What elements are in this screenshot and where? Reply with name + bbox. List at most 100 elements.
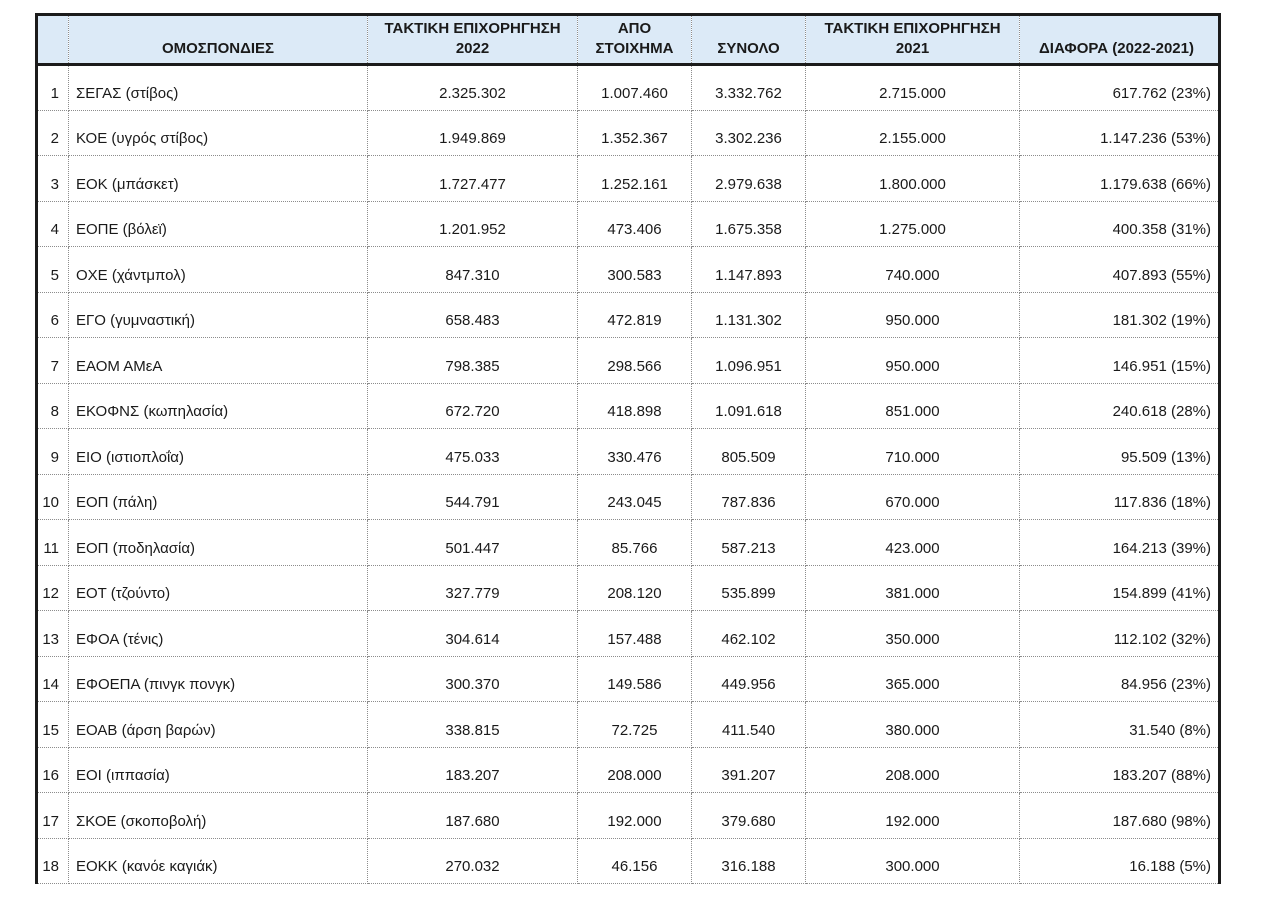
cell-difference: 112.102 (32%): [1019, 610, 1220, 657]
cell-betting: 208.120: [577, 564, 692, 611]
cell-row-number: 6: [36, 291, 69, 338]
cell-betting: 72.725: [577, 701, 692, 748]
cell-total: 316.188: [691, 837, 806, 884]
cell-betting: 1.352.367: [577, 109, 692, 156]
cell-grant-2021: 350.000: [805, 610, 1020, 657]
cell-federation: ΕΟΠ (πάλη): [68, 473, 368, 520]
cell-grant-2021: 1.800.000: [805, 155, 1020, 202]
cell-grant-2022: 304.614: [367, 610, 578, 657]
cell-difference: 181.302 (19%): [1019, 291, 1220, 338]
table-row: 13 ΕΦΟΑ (τένις) 304.614 157.488 462.102 350.0…: [36, 610, 1220, 657]
cell-row-number: 7: [36, 337, 69, 384]
cell-row-number: 9: [36, 428, 69, 475]
cell-total: 587.213: [691, 519, 806, 566]
cell-difference: 617.762 (23%): [1019, 64, 1220, 111]
cell-row-number: 2: [36, 109, 69, 156]
cell-row-number: 13: [36, 610, 69, 657]
cell-total: 2.979.638: [691, 155, 806, 202]
table-row: 6 ΕΓΟ (γυμναστική) 658.483 472.819 1.131.302…: [36, 291, 1220, 338]
cell-total: 449.956: [691, 655, 806, 702]
column-header-federations: ΟΜΟΣΠΟΝΔΙΕΣ: [68, 14, 368, 66]
cell-difference: 146.951 (15%): [1019, 337, 1220, 384]
cell-betting: 298.566: [577, 337, 692, 384]
cell-federation: ΕΟΚ (μπάσκετ): [68, 155, 368, 202]
cell-total: 3.302.236: [691, 109, 806, 156]
table-header: ΟΜΟΣΠΟΝΔΙΕΣ ΤΑΚΤΙΚΗ ΕΠΙΧΟΡΗΓΗΣΗ 2022 ΑΠΟ…: [36, 14, 1220, 66]
cell-difference: 183.207 (88%): [1019, 746, 1220, 793]
column-header-difference: ΔΙΑΦΟΡΑ (2022-2021): [1019, 14, 1220, 66]
cell-row-number: 17: [36, 792, 69, 839]
cell-total: 3.332.762: [691, 64, 806, 111]
cell-total: 1.131.302: [691, 291, 806, 338]
cell-total: 1.147.893: [691, 246, 806, 293]
table-row: 5 ΟΧΕ (χάντμπολ) 847.310 300.583 1.147.893 74…: [36, 246, 1220, 293]
table-row: 12 ΕΟΤ (τζούντο) 327.779 208.120 535.899 381.…: [36, 564, 1220, 611]
cell-difference: 84.956 (23%): [1019, 655, 1220, 702]
cell-grant-2021: 2.715.000: [805, 64, 1020, 111]
table-row: 9 ΕΙΟ (ιστιοπλοΐα) 475.033 330.476 805.509 71…: [36, 428, 1220, 475]
table-row: 3 ΕΟΚ (μπάσκετ) 1.727.477 1.252.161 2.979.63…: [36, 155, 1220, 202]
cell-difference: 1.147.236 (53%): [1019, 109, 1220, 156]
cell-betting: 149.586: [577, 655, 692, 702]
cell-grant-2022: 270.032: [367, 837, 578, 884]
cell-federation: ΕΙΟ (ιστιοπλοΐα): [68, 428, 368, 475]
cell-grant-2021: 851.000: [805, 382, 1020, 429]
cell-grant-2021: 950.000: [805, 291, 1020, 338]
cell-total: 805.509: [691, 428, 806, 475]
cell-federation: ΕΟΠΕ (βόλεϊ): [68, 200, 368, 247]
cell-grant-2021: 2.155.000: [805, 109, 1020, 156]
cell-total: 1.675.358: [691, 200, 806, 247]
cell-grant-2022: 672.720: [367, 382, 578, 429]
cell-difference: 16.188 (5%): [1019, 837, 1220, 884]
table-row: 4 ΕΟΠΕ (βόλεϊ) 1.201.952 473.406 1.675.358 1.…: [36, 200, 1220, 247]
cell-grant-2021: 381.000: [805, 564, 1020, 611]
cell-total: 462.102: [691, 610, 806, 657]
table-row: 14 ΕΦΟΕΠΑ (πινγκ πονγκ) 300.370 149.586 449.…: [36, 655, 1220, 702]
cell-grant-2022: 658.483: [367, 291, 578, 338]
cell-total: 411.540: [691, 701, 806, 748]
cell-grant-2022: 300.370: [367, 655, 578, 702]
cell-federation: ΚΟΕ (υγρός στίβος): [68, 109, 368, 156]
cell-total: 1.096.951: [691, 337, 806, 384]
table-row: 15 ΕΟΑΒ (άρση βαρών) 338.815 72.725 411.540 3…: [36, 701, 1220, 748]
cell-grant-2021: 423.000: [805, 519, 1020, 566]
cell-grant-2022: 475.033: [367, 428, 578, 475]
cell-grant-2022: 847.310: [367, 246, 578, 293]
cell-row-number: 14: [36, 655, 69, 702]
cell-grant-2021: 208.000: [805, 746, 1020, 793]
table-row: 7 ΕΑΟΜ ΑΜεΑ 798.385 298.566 1.096.951 950.000…: [36, 337, 1220, 384]
column-header-grant-2022: ΤΑΚΤΙΚΗ ΕΠΙΧΟΡΗΓΗΣΗ 2022: [367, 14, 578, 66]
cell-difference: 31.540 (8%): [1019, 701, 1220, 748]
cell-difference: 240.618 (28%): [1019, 382, 1220, 429]
cell-betting: 192.000: [577, 792, 692, 839]
cell-federation: ΕΟΙ (ιππασία): [68, 746, 368, 793]
cell-betting: 473.406: [577, 200, 692, 247]
cell-difference: 164.213 (39%): [1019, 519, 1220, 566]
cell-row-number: 16: [36, 746, 69, 793]
cell-grant-2021: 365.000: [805, 655, 1020, 702]
cell-betting: 208.000: [577, 746, 692, 793]
table-body: 1 ΣΕΓΑΣ (στίβος) 2.325.302 1.007.460 3.332.7…: [36, 64, 1220, 884]
cell-grant-2021: 380.000: [805, 701, 1020, 748]
cell-betting: 300.583: [577, 246, 692, 293]
cell-grant-2022: 338.815: [367, 701, 578, 748]
cell-grant-2022: 501.447: [367, 519, 578, 566]
table-row: 10 ΕΟΠ (πάλη) 544.791 243.045 787.836 670.000…: [36, 473, 1220, 520]
cell-total: 379.680: [691, 792, 806, 839]
cell-row-number: 15: [36, 701, 69, 748]
table-row: 16 ΕΟΙ (ιππασία) 183.207 208.000 391.207 208.…: [36, 746, 1220, 793]
cell-betting: 157.488: [577, 610, 692, 657]
table-row: 8 ΕΚΟΦΝΣ (κωπηλασία) 672.720 418.898 1.091.6…: [36, 382, 1220, 429]
cell-row-number: 1: [36, 64, 69, 111]
cell-grant-2021: 740.000: [805, 246, 1020, 293]
cell-row-number: 5: [36, 246, 69, 293]
cell-grant-2021: 192.000: [805, 792, 1020, 839]
cell-federation: ΕΦΟΑ (τένις): [68, 610, 368, 657]
cell-grant-2022: 1.727.477: [367, 155, 578, 202]
cell-difference: 117.836 (18%): [1019, 473, 1220, 520]
column-header-betting: ΑΠΟ ΣΤΟΙΧΗΜΑ: [577, 14, 692, 66]
cell-total: 787.836: [691, 473, 806, 520]
cell-row-number: 12: [36, 564, 69, 611]
cell-federation: ΕΟΚΚ (κανόε καγιάκ): [68, 837, 368, 884]
